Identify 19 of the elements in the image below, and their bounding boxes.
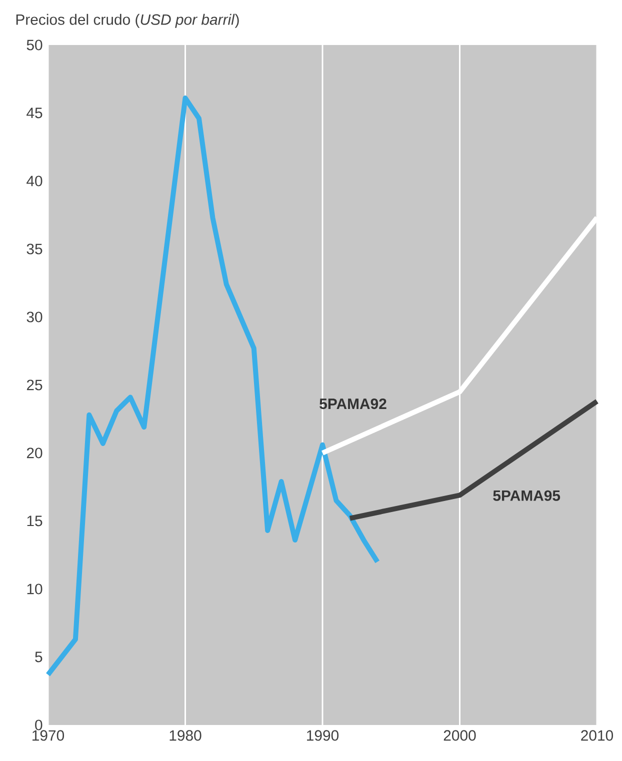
- y-tick-label: 30: [26, 312, 42, 322]
- x-tick-label: 2010: [581, 730, 614, 741]
- y-tick-label: 35: [26, 244, 42, 254]
- y-tick-label: 20: [26, 448, 42, 458]
- y-tick-label: 15: [27, 516, 42, 526]
- series-label: 5PAMA92: [320, 398, 386, 410]
- chart-title: Precios del crudo (USD por barril): [16, 14, 239, 28]
- x-tick-label: 1970: [32, 730, 64, 741]
- y-tick-label: 5: [35, 652, 42, 662]
- x-tick-label: 1990: [307, 730, 339, 741]
- y-tick-label: 50: [26, 40, 42, 50]
- series-label: 5PAMA95: [493, 490, 560, 501]
- x-tick-label: 2000: [444, 730, 476, 741]
- x-tick-label: 1980: [170, 730, 202, 741]
- y-tick-label: 0: [35, 720, 42, 730]
- y-tick-label: 40: [26, 176, 42, 186]
- y-tick-label: 25: [26, 380, 42, 390]
- y-tick-label: 45: [26, 108, 42, 118]
- y-tick-label: 10: [27, 584, 42, 594]
